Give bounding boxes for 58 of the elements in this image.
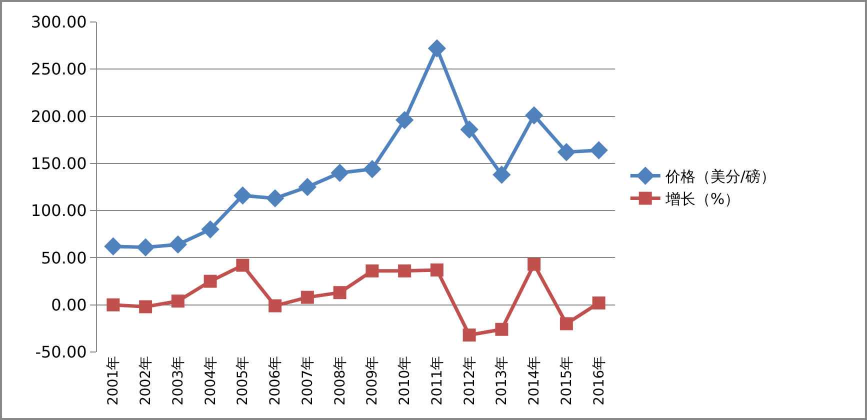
point: [592, 296, 606, 310]
point: [234, 186, 252, 205]
point: [524, 106, 544, 124]
x-tick-label: 2009年: [364, 356, 381, 406]
point: [560, 317, 573, 330]
point: [492, 166, 511, 184]
point: [300, 290, 314, 304]
point: [495, 322, 508, 336]
point: [557, 143, 576, 162]
x-tick-label: 2012年: [462, 356, 478, 406]
point: [104, 237, 122, 256]
point: [139, 300, 152, 314]
y-tick-label: 100.00: [30, 201, 87, 220]
y-tick-label: 0.00: [51, 295, 87, 314]
y-tick-label: 300.00: [30, 12, 87, 32]
y-tick-label: -50.00: [35, 342, 87, 362]
point: [528, 258, 541, 271]
point: [428, 39, 446, 58]
x-tick-label: 2007年: [300, 356, 316, 406]
point: [201, 220, 220, 239]
point: [136, 238, 155, 256]
x-tick-label: 2015年: [558, 356, 575, 406]
y-tick-label: 200.00: [30, 106, 87, 126]
point: [268, 299, 282, 312]
x-tick-label: 2014年: [526, 356, 543, 406]
point: [460, 120, 478, 139]
x-tick-label: 2001年: [106, 356, 122, 406]
x-tick-label: 2004年: [202, 356, 219, 406]
point: [462, 328, 476, 342]
point: [171, 294, 184, 308]
point: [398, 264, 412, 278]
y-tick-label: 50.00: [40, 248, 87, 268]
y-tick-label: 250.00: [30, 60, 87, 79]
x-tick-label: 2013年: [494, 356, 510, 406]
point: [298, 178, 317, 196]
legend-label: 增长（%）: [664, 190, 740, 208]
point: [395, 110, 414, 130]
legend-label: 价格（美分/磅）: [664, 168, 776, 186]
x-tick-label: 2008年: [332, 356, 348, 406]
x-tick-label: 2002年: [138, 356, 154, 406]
point: [266, 189, 284, 208]
point: [363, 160, 382, 178]
x-tick-label: 2010年: [397, 356, 414, 406]
point: [236, 258, 250, 272]
point: [168, 235, 188, 254]
point: [590, 141, 608, 160]
x-tick-label: 2011年: [429, 356, 446, 406]
point: [106, 298, 120, 312]
y-tick-label: 150.00: [30, 154, 87, 174]
point: [430, 263, 444, 276]
x-tick-label: 2003年: [170, 356, 186, 406]
x-tick-label: 2006年: [268, 356, 284, 406]
x-tick-label: 2016年: [591, 356, 608, 406]
x-tick-label: 2005年: [235, 356, 252, 406]
point: [366, 264, 379, 278]
point: [204, 274, 217, 288]
point: [333, 286, 346, 300]
point: [330, 164, 349, 182]
